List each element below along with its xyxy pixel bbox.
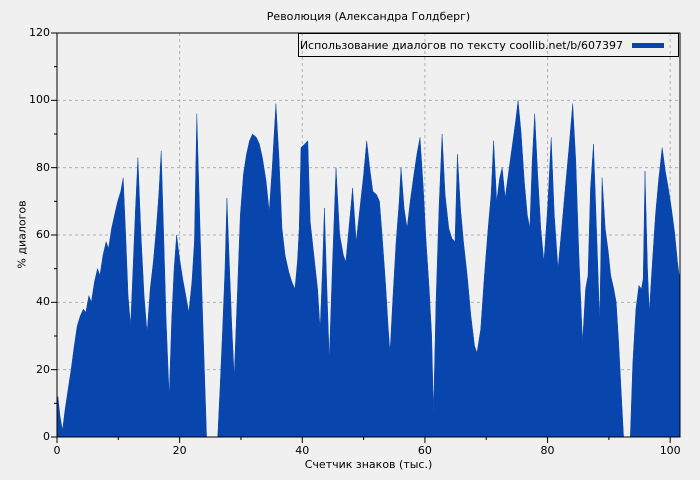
chart-title: Революция (Александра Голдберг) bbox=[266, 10, 471, 23]
ytick-label-100: 100 bbox=[29, 93, 50, 107]
xtick-label-80: 80 bbox=[540, 444, 555, 457]
ytick-label-0: 0 bbox=[43, 430, 50, 443]
legend-swatch bbox=[632, 42, 664, 48]
ytick-label-80: 80 bbox=[36, 160, 50, 174]
xtick-label-0: 0 bbox=[53, 444, 61, 457]
x-axis-label: Счетчик знаков (тыс.) bbox=[304, 458, 433, 471]
dialog-usage-area bbox=[56, 100, 681, 438]
xtick-label-60: 60 bbox=[417, 444, 432, 457]
xtick-label-40: 40 bbox=[295, 444, 310, 457]
legend-label: Использование диалогов по тексту coollib… bbox=[299, 38, 623, 52]
xtick-label-100: 100 bbox=[659, 444, 681, 457]
ytick-label-60: 60 bbox=[36, 228, 50, 241]
area-series bbox=[56, 100, 681, 438]
legend-box: Использование диалогов по тексту coollib… bbox=[298, 33, 679, 57]
xtick-label-20: 20 bbox=[172, 444, 187, 457]
ytick-label-20: 20 bbox=[36, 362, 50, 376]
ytick-label-40: 40 bbox=[36, 295, 50, 309]
ytick-label-120: 120 bbox=[29, 26, 50, 39]
